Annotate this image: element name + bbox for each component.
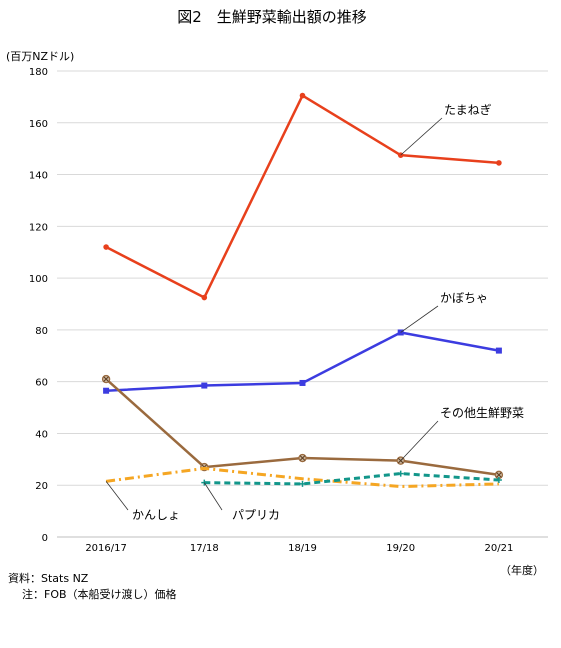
series-label: その他生鮮野菜 [440, 406, 524, 420]
x-tick-labels: 2016/17 17/18 18/19 19/20 20/21 [85, 543, 513, 554]
data-point [397, 470, 404, 477]
data-point [299, 379, 306, 386]
series-label: かんしょ [132, 508, 180, 522]
series-label: たまねぎ [444, 103, 492, 117]
series-label: パプリカ [232, 508, 280, 522]
y-tick-label: 100 [29, 274, 48, 285]
data-point [298, 453, 307, 463]
y-tick-label: 60 [35, 378, 48, 389]
x-tick-label: 20/21 [484, 543, 513, 554]
chart-title: 図2 生鮮野菜輸出額の推移 [177, 8, 367, 26]
label-leader-line [400, 305, 439, 333]
gridlines [57, 70, 548, 538]
y-axis-label: (百万NZドル) [6, 50, 74, 63]
series-label: かぼちゃ [440, 291, 488, 305]
data-point [103, 244, 109, 250]
label-leader-line [203, 482, 223, 511]
data-point [299, 480, 306, 487]
data-point [299, 92, 306, 99]
data-point [496, 160, 502, 166]
y-tick-label: 140 [29, 171, 48, 182]
data-point [495, 477, 502, 484]
series-1 [103, 92, 502, 301]
series-5 [201, 470, 502, 487]
y-tick-label: 80 [35, 326, 48, 337]
series-lines [101, 92, 504, 489]
data-point [101, 374, 111, 384]
data-point [201, 479, 208, 486]
series-3 [101, 374, 504, 480]
data-point [201, 294, 208, 301]
data-point [495, 347, 502, 354]
label-leader-line [400, 420, 439, 461]
label-leader-line [105, 481, 129, 511]
series-line [105, 466, 499, 489]
y-tick-labels: 0 20 40 60 80 100 120 140 160 180 [29, 67, 48, 544]
series-2 [103, 329, 502, 394]
y-tick-label: 20 [35, 481, 48, 492]
y-tick-label: 120 [29, 222, 48, 233]
y-tick-label: 40 [35, 429, 48, 440]
source-note: 資料：Stats NZ [8, 572, 89, 585]
x-tick-label: 19/20 [386, 543, 415, 554]
y-tick-label: 180 [29, 67, 48, 78]
series-line [105, 94, 499, 299]
x-tick-label: 17/18 [190, 543, 219, 554]
data-point [201, 382, 208, 389]
chart-notes: 資料：Stats NZ 注：FOB（本船受け渡し）価格 [8, 571, 177, 603]
data-point [103, 387, 110, 394]
x-tick-label: 2016/17 [85, 543, 127, 554]
x-axis-label: （年度） [500, 563, 544, 577]
label-leader-line [400, 117, 443, 156]
x-tick-label: 18/19 [288, 543, 317, 554]
footnote: 注：FOB（本船受け渡し）価格 [22, 588, 177, 601]
y-tick-label: 0 [42, 533, 48, 544]
series-4 [105, 466, 499, 489]
y-tick-label: 160 [29, 119, 48, 130]
